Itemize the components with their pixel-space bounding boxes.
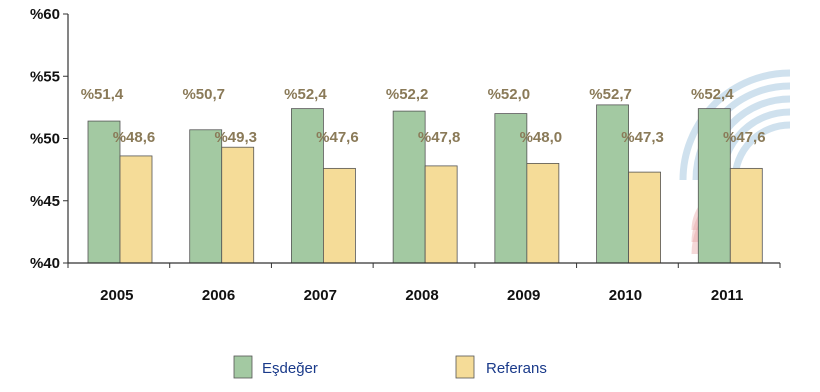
x-tick-label-2011: 2011	[711, 287, 744, 304]
y-tick-label-55: %55	[30, 68, 60, 85]
y-tick-label-60: %60	[30, 6, 60, 23]
data-label-esdeger-2010: %52,7	[589, 86, 632, 103]
data-labels-group: %51,4 %48,6 2005 %50,7 %49,3 2006 %52,4 %47,6 20…	[81, 86, 766, 304]
watermark-arc-blue	[679, 69, 791, 181]
x-tick-label-2008: 2008	[405, 287, 438, 304]
data-label-esdeger-2011: %52,4	[691, 86, 734, 103]
bar-esdeger-2006	[189, 129, 223, 264]
bar-esdeger-2008	[392, 110, 426, 264]
data-label-referans-2011: %47,6	[723, 129, 766, 146]
data-label-esdeger-2006: %50,7	[182, 86, 225, 103]
y-tick-label-45: %45	[30, 193, 60, 210]
legend-label-referans: Referans	[486, 360, 547, 377]
x-tick-label-2010: 2010	[609, 287, 642, 304]
bars-group	[87, 104, 763, 264]
data-label-esdeger-2007: %52,4	[284, 86, 327, 103]
y-tick-label-40: %40	[30, 255, 60, 272]
data-label-esdeger-2009: %52,0	[488, 86, 531, 103]
bar-referans-2008	[424, 165, 458, 264]
x-tick-label-2005: 2005	[100, 287, 133, 304]
legend-swatch-esdeger	[233, 355, 253, 379]
bar-referans-2006	[221, 146, 255, 264]
bar-esdeger-2005	[87, 120, 121, 264]
bar-referans-2010	[628, 171, 661, 264]
bar-referans-2011	[729, 167, 763, 264]
legend: Eşdeğer Referans	[233, 355, 547, 379]
data-label-referans-2010: %47,3	[621, 129, 664, 146]
legend-label-esdeger: Eşdeğer	[262, 360, 318, 377]
data-label-esdeger-2005: %51,4	[81, 86, 124, 103]
bar-referans-2005	[119, 155, 153, 264]
data-label-referans-2005: %48,6	[113, 129, 156, 146]
data-label-referans-2006: %49,3	[214, 129, 257, 146]
bar-referans-2007	[323, 167, 356, 264]
legend-swatch-referans	[455, 355, 475, 379]
data-label-esdeger-2008: %52,2	[386, 86, 429, 103]
x-tick-label-2009: 2009	[507, 287, 540, 304]
data-label-referans-2009: %48,0	[520, 129, 563, 146]
x-tick-label-2006: 2006	[202, 287, 235, 304]
bar-referans-2009	[526, 162, 560, 264]
bar-esdeger-2010	[596, 104, 629, 264]
data-label-referans-2007: %47,6	[316, 129, 359, 146]
axes-group: %40 %45 %50 %55 %60	[30, 6, 781, 272]
y-tick-label-50: %50	[30, 131, 60, 148]
data-label-referans-2008: %47,8	[418, 129, 461, 146]
x-tick-label-2007: 2007	[304, 287, 337, 304]
